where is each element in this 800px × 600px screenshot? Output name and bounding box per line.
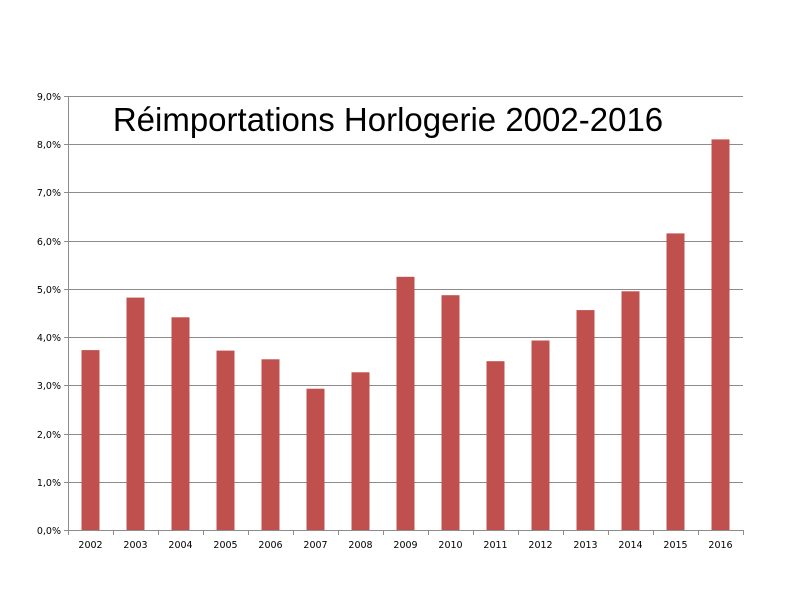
x-tick-label: 2004 bbox=[168, 540, 192, 551]
x-tick-label: 2011 bbox=[483, 540, 507, 551]
x-tick-label: 2013 bbox=[573, 540, 597, 551]
bar-2013 bbox=[576, 310, 595, 530]
bar-2015 bbox=[666, 233, 685, 530]
x-tick-label: 2016 bbox=[708, 540, 732, 551]
x-tick-label: 2015 bbox=[663, 540, 687, 551]
y-tick-label: 5,0% bbox=[37, 285, 61, 296]
bar-2002 bbox=[81, 350, 100, 530]
x-tick-label: 2005 bbox=[213, 540, 237, 551]
y-tick-label: 0,0% bbox=[37, 526, 61, 537]
y-tick-label: 3,0% bbox=[37, 381, 61, 392]
x-tick-label: 2012 bbox=[528, 540, 552, 551]
y-tick-label: 6,0% bbox=[37, 237, 61, 248]
bar-2016 bbox=[711, 139, 730, 530]
bar-2006 bbox=[261, 359, 280, 530]
y-tick-label: 8,0% bbox=[37, 140, 61, 151]
bar-2012 bbox=[531, 340, 550, 530]
axes: 0,0% 1,0% 2,0% 3,0% 4,0% 5,0% 6,0% 7,0% 8,0% 9,0%… bbox=[37, 92, 744, 551]
bar-2003 bbox=[126, 297, 145, 530]
bar-2005 bbox=[216, 350, 235, 530]
x-tick-label: 2002 bbox=[78, 540, 102, 551]
y-tick-label: 9,0% bbox=[37, 92, 61, 103]
x-tick-label: 2010 bbox=[438, 540, 462, 551]
bar-2008 bbox=[351, 372, 370, 530]
y-tick-label: 7,0% bbox=[37, 188, 61, 199]
bar-2004 bbox=[171, 317, 190, 530]
bar-2009 bbox=[396, 276, 415, 530]
bar-2010 bbox=[441, 295, 460, 530]
x-tick-label: 2007 bbox=[303, 540, 327, 551]
y-tick-label: 1,0% bbox=[37, 478, 61, 489]
bar-2007 bbox=[306, 388, 325, 530]
x-tick-label: 2014 bbox=[618, 540, 642, 551]
bar-2011 bbox=[486, 361, 505, 530]
y-tick-label: 4,0% bbox=[37, 333, 61, 344]
x-tick-label: 2009 bbox=[393, 540, 417, 551]
bar-2014 bbox=[621, 291, 640, 530]
chart-title: Réimportations Horlogerie 2002-2016 bbox=[113, 101, 663, 138]
x-tick-label: 2008 bbox=[348, 540, 372, 551]
bars bbox=[81, 139, 730, 530]
x-tick-label: 2003 bbox=[123, 540, 147, 551]
x-tick-label: 2006 bbox=[258, 540, 282, 551]
y-tick-label: 2,0% bbox=[37, 430, 61, 441]
